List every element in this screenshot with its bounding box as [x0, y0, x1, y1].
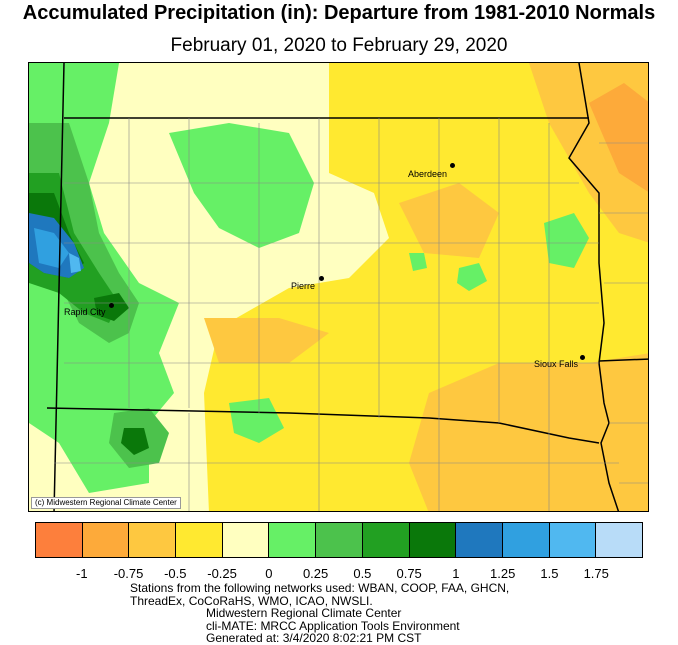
note-line: Midwestern Regional Climate Center [206, 606, 402, 620]
legend-swatch [316, 523, 363, 557]
legend-swatch [549, 523, 597, 557]
legend-tick-label: 1 [452, 566, 460, 581]
legend-tick-label: 0.5 [353, 566, 372, 581]
sioux-falls-marker [580, 355, 585, 360]
map-subtitle: February 01, 2020 to February 29, 2020 [170, 35, 508, 56]
legend-swatch [409, 523, 457, 557]
legend-tick-label: 0 [265, 566, 273, 581]
legend-tick-label: 1.75 [583, 566, 609, 581]
note-line: Generated at: 3/4/2020 8:02:21 PM CST [206, 631, 422, 645]
note-line: ThreadEx, CoCoRaHS, WMO, ICAO, NWSLI. [130, 593, 373, 608]
city-label-aberdeen: Aberdeen [408, 169, 448, 179]
map-graphic [29, 63, 648, 511]
legend-tick-label: -1 [75, 566, 88, 581]
legend-swatch [456, 523, 503, 557]
map-title: Accumulated Precipitation (in): Departur… [22, 2, 656, 24]
map-credit: (c) Midwestern Regional Climate Center [31, 497, 181, 509]
color-legend [35, 522, 643, 558]
legend-swatch [596, 523, 642, 557]
note-line: cli-MATE: MRCC Application Tools Environ… [206, 618, 460, 633]
legend-swatch [129, 523, 177, 557]
legend-tick-label: -0.5 [164, 566, 187, 581]
rapid-city-marker [109, 303, 114, 308]
city-label-pierre: Pierre [291, 281, 316, 291]
precipitation-map: Aberdeen Pierre Rapid City Sioux Falls (… [28, 62, 649, 512]
note-line: Stations from the following networks use… [130, 581, 510, 595]
legend-tick-label: 1.5 [540, 566, 559, 581]
pierre-marker [319, 276, 324, 281]
legend-tick-label: -0.75 [113, 566, 144, 581]
footer-notes: Stations from the following networks use… [130, 582, 590, 645]
legend-swatch [176, 523, 223, 557]
legend-tick-label: -0.25 [207, 566, 237, 581]
legend-swatch [36, 523, 83, 557]
legend-tick-label: 0.75 [396, 566, 422, 581]
aberdeen-marker [450, 163, 455, 168]
legend-swatch [222, 523, 270, 557]
city-label-sioux-falls: Sioux Falls [534, 359, 579, 369]
legend-swatch [362, 523, 410, 557]
legend-tick-label: 1.25 [490, 566, 516, 581]
legend-ticks: -1 -0.75 -0.5 -0.25 0 0.25 0.5 0.75 1 1.25 1.5 1.75 [35, 566, 643, 582]
legend-swatch [82, 523, 130, 557]
city-label-rapid-city: Rapid City [64, 307, 106, 317]
legend-swatch [502, 523, 550, 557]
legend-swatch [269, 523, 317, 557]
legend-tick-label: 0.25 [302, 566, 329, 581]
